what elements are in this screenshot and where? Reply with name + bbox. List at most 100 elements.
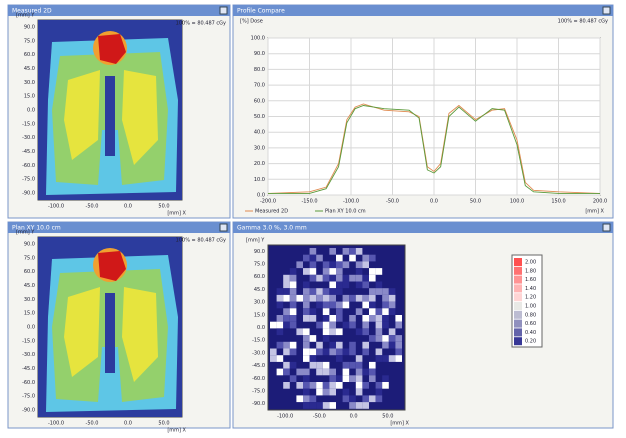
gamma-pixel — [336, 261, 343, 269]
gamma-pixel — [303, 402, 310, 409]
gamma-pixel — [309, 261, 317, 269]
gamma-pixel — [322, 348, 330, 356]
y-tick-label: 60.0 — [254, 274, 265, 280]
y-tick-label: -45.0 — [22, 149, 35, 155]
gamma-pixel — [322, 315, 330, 322]
x-tick-label: 50.0 — [382, 414, 393, 420]
gamma-pixel — [382, 375, 389, 382]
gamma-pixel — [283, 288, 290, 295]
gamma-pixel — [369, 361, 376, 369]
close-button[interactable] — [219, 6, 228, 15]
gamma-pixel — [309, 335, 317, 342]
gamma-pixel — [303, 308, 310, 315]
gamma-pixel — [289, 294, 297, 302]
gamma-pixel — [375, 315, 383, 322]
x-tick-label: 100.0 — [510, 199, 524, 205]
gamma-pixel — [342, 321, 350, 329]
gamma-pixel — [276, 341, 284, 349]
gamma-pixel — [309, 288, 317, 295]
gamma-pixel — [336, 301, 343, 309]
y-tick-label: -75.0 — [252, 388, 265, 394]
y-tick-label: -75.0 — [22, 394, 35, 400]
gamma-pixel — [382, 341, 389, 349]
colorbar-swatch — [514, 293, 522, 302]
gamma-pixel — [276, 301, 284, 309]
colorbar-swatch — [514, 266, 522, 275]
gamma-pixel — [309, 395, 317, 403]
gamma-pixel — [329, 274, 336, 282]
gamma-pixel — [283, 321, 290, 329]
y-tick-label: 10.0 — [254, 177, 265, 183]
y-tick-label: -30.0 — [22, 352, 35, 358]
colorbar-swatch — [514, 284, 522, 293]
gamma-pixel — [329, 348, 336, 356]
y-tick-label: 15.0 — [24, 311, 35, 317]
gamma-pixel — [283, 315, 290, 322]
colorbar-label: 1.80 — [525, 268, 536, 274]
gamma-pixel — [316, 402, 323, 409]
gamma-pixel — [316, 388, 323, 396]
x-tick-label: -50.0 — [86, 204, 99, 210]
gamma-pixel — [342, 261, 350, 269]
gamma-pixel — [336, 341, 343, 349]
gamma-pixel — [382, 288, 389, 295]
gamma-pixel — [296, 261, 303, 269]
y-tick-label: 45.0 — [254, 287, 265, 293]
x-axis-label: [mm] X — [585, 209, 604, 215]
gamma-pixel — [369, 254, 376, 262]
gamma-pixel — [283, 308, 290, 315]
y-tick-label: 45.0 — [24, 283, 35, 289]
y-tick-label: -30.0 — [252, 350, 265, 356]
gamma-pixel — [316, 301, 323, 309]
gamma-pixel — [336, 254, 343, 262]
gamma-pixel — [369, 301, 376, 309]
gamma-pixel — [336, 288, 343, 295]
y-tick-label: -60.0 — [252, 376, 265, 382]
gamma-pixel — [289, 341, 297, 349]
gamma-pixel — [283, 382, 290, 389]
gamma-pixel — [322, 402, 330, 409]
close-button[interactable] — [602, 223, 611, 232]
gamma-pixel — [336, 281, 343, 289]
y-tick-label: -75.0 — [22, 177, 35, 183]
gamma-pixel — [375, 321, 383, 329]
gamma-pixel — [388, 328, 396, 336]
gamma-pixel — [289, 361, 297, 369]
gamma-pixel — [289, 301, 297, 309]
gamma-pixel — [329, 321, 336, 329]
gamma-pixel — [329, 268, 336, 275]
gamma-pixel — [283, 361, 290, 369]
gamma-pixel — [355, 248, 363, 255]
gamma-pixel — [355, 268, 363, 275]
gamma-pixel — [342, 348, 350, 356]
gamma-pixel — [289, 315, 297, 322]
gamma-pixel — [283, 294, 290, 302]
gamma-pixel — [369, 395, 376, 403]
gamma-pixel — [322, 328, 330, 336]
gamma-pixel — [336, 274, 343, 282]
y-axis-label: [%] Dose — [240, 19, 263, 25]
gamma-pixel — [316, 341, 323, 349]
gamma-pixel — [303, 348, 310, 356]
gamma-pixel — [362, 395, 369, 403]
gamma-pixel — [355, 261, 363, 269]
y-tick-label: 30.0 — [254, 300, 265, 306]
gamma-pixel — [309, 268, 317, 275]
gamma-pixel — [336, 355, 343, 362]
gamma-pixel — [362, 315, 369, 322]
y-tick-label: 90.0 — [24, 241, 35, 247]
gamma-pixel — [329, 382, 336, 389]
gamma-pixel — [369, 294, 376, 302]
gamma-pixel — [289, 268, 297, 275]
close-button[interactable] — [602, 6, 611, 15]
gamma-pixel — [369, 268, 376, 275]
y-tick-label: 70.0 — [254, 83, 265, 89]
x-tick-label: 50.0 — [158, 421, 169, 427]
window-title: Measured 2D — [12, 8, 52, 15]
y-tick-label: 0.0 — [27, 108, 35, 114]
gamma-pixel — [349, 321, 356, 329]
gamma-pixel — [375, 388, 383, 396]
gamma-pixel — [276, 355, 284, 362]
close-button[interactable] — [219, 223, 228, 232]
x-tick-label: 50.0 — [158, 204, 169, 210]
